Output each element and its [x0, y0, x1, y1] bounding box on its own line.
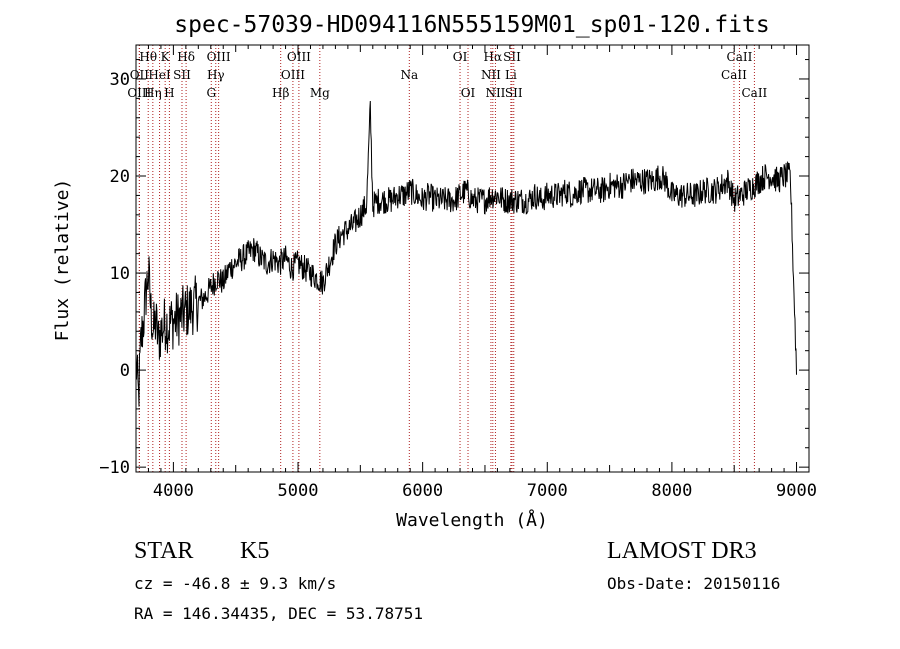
spectral-line-label: OI — [461, 86, 476, 100]
x-tick-label: 7000 — [527, 481, 568, 501]
spectral-line-label: CaII — [721, 68, 747, 82]
spectral-line-label: CaII — [727, 50, 753, 64]
spectral-line-label: Hα — [484, 50, 503, 64]
chart-title: spec-57039-HD094116N555159M01_sp01-120.f… — [174, 12, 769, 38]
spectral-line-label: G — [206, 86, 216, 100]
spectrum-line — [135, 100, 797, 407]
spectral-line-label: Mg — [310, 86, 330, 100]
spectral-line-label: OIII — [281, 68, 305, 82]
spectral-line-label: Hβ — [272, 86, 289, 100]
spectrum-chart: spec-57039-HD094116N555159M01_sp01-120.f… — [52, 12, 817, 530]
y-tick-label: −10 — [99, 458, 130, 478]
spectral-line-label: K — [161, 50, 171, 64]
spectral-line-label: NII — [481, 68, 501, 82]
spectral-line-label: Hγ — [207, 68, 225, 82]
y-tick-label: 20 — [110, 167, 130, 187]
x-tick-label: 4000 — [153, 481, 194, 501]
spectral-line-label: NII — [485, 86, 505, 100]
y-axis-ticks: −10 0 10 20 30 — [99, 59, 809, 478]
spectral-line-label: SII — [505, 86, 523, 100]
x-tick-label: 5000 — [278, 481, 319, 501]
spectral-line-label: Li — [505, 68, 517, 82]
spectral-line-label: Hη — [144, 86, 162, 100]
observation-date: Obs-Date: 20150116 — [607, 574, 781, 593]
x-tick-label: 9000 — [776, 481, 817, 501]
spectral-line-label: OI — [453, 50, 468, 64]
x-tick-label: 6000 — [402, 481, 443, 501]
y-tick-label: 10 — [110, 264, 130, 284]
survey-name: LAMOST DR3 — [607, 538, 757, 564]
spectral-line-label: Na — [400, 68, 418, 82]
spectral-line-label: Hθ — [139, 50, 157, 64]
x-axis-ticks: 4000 5000 6000 7000 8000 9000 — [147, 45, 817, 501]
x-axis-label: Wavelength (Å) — [396, 509, 548, 530]
spectral-line-label: OIII — [207, 50, 231, 64]
x-tick-label: 8000 — [651, 481, 692, 501]
spectral-line-label: Hδ — [177, 50, 195, 64]
spectral-line-label: OIII — [287, 50, 311, 64]
spectral-line-label: SII — [503, 50, 521, 64]
plot-frame — [135, 44, 810, 473]
y-tick-label: 30 — [110, 70, 130, 90]
coordinates: RA = 146.34435, DEC = 53.78751 — [134, 604, 423, 623]
spectral-line-label: H — [164, 86, 174, 100]
plot-axes — [135, 44, 810, 473]
redshift-value: cz = -46.8 ± 9.3 km/s — [134, 574, 337, 593]
object-class: STAR — [134, 538, 194, 564]
object-subclass: K5 — [240, 538, 270, 564]
y-tick-label: 0 — [120, 361, 130, 381]
spectral-line-label: HeI — [148, 68, 171, 82]
spectral-line-label: SII — [173, 68, 191, 82]
spectral-line-label: CaII — [741, 86, 767, 100]
spectral-line-label: OIII — [127, 86, 151, 100]
y-axis-label: Flux (relative) — [52, 179, 73, 342]
